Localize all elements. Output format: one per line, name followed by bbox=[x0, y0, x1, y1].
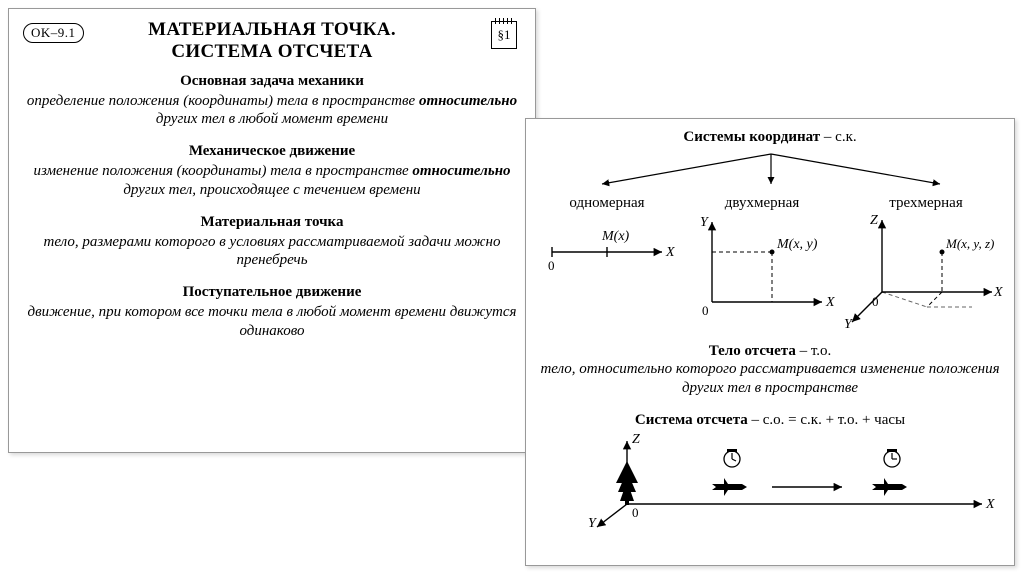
b2-heading: Механическое движение bbox=[21, 143, 523, 160]
block-material-point: Материальная точка тело, размерами котор… bbox=[21, 214, 523, 271]
coord-1d-label: одномерная bbox=[532, 195, 682, 212]
b4-heading: Поступательное движение bbox=[21, 284, 523, 301]
tree-icon bbox=[616, 461, 638, 505]
fanout-arrows bbox=[532, 150, 1010, 190]
plane-icon-1 bbox=[712, 478, 747, 496]
right-panel: Системы координат – с.к. одномерная M(x)… bbox=[525, 118, 1015, 566]
y-3d: Y bbox=[844, 317, 854, 332]
section-badge: §1 bbox=[491, 21, 517, 49]
b1-heading: Основная задача механики bbox=[21, 73, 523, 90]
zero-1d: 0 bbox=[548, 258, 555, 273]
ok-badge: OK–9.1 bbox=[23, 23, 84, 43]
x-2d: X bbox=[825, 295, 835, 310]
zero-3d: 0 bbox=[872, 294, 879, 309]
refbody-text: тело, относительно которого рассматривае… bbox=[532, 360, 1008, 398]
block-main-task: Основная задача механики определение пол… bbox=[21, 73, 523, 130]
coord-3d-svg: M(x, y, z) 0 X Z Y bbox=[842, 212, 1010, 332]
m2-label: M(x, y) bbox=[776, 237, 818, 252]
refbody-heading: Тело отсчета – т.о. bbox=[532, 343, 1008, 360]
m3-label: M(x, y, z) bbox=[945, 236, 994, 251]
coord-1d: одномерная M(x) 0 X bbox=[532, 195, 682, 337]
coord-row: одномерная M(x) 0 X двухмерная M(x, y) bbox=[532, 195, 1008, 337]
coords-title: Системы координат – с.к. bbox=[532, 129, 1008, 146]
coord-2d: двухмерная M(x, y) 0 X Y bbox=[682, 195, 842, 337]
left-panel: OK–9.1 §1 МАТЕРИАЛЬНАЯ ТОЧКА. СИСТЕМА ОТ… bbox=[8, 8, 536, 453]
b4-text: движение, при котором все точки тела в л… bbox=[21, 303, 523, 341]
plane-icon-2 bbox=[872, 478, 907, 496]
svg-text:Z: Z bbox=[632, 432, 640, 447]
z-3d: Z bbox=[870, 213, 878, 228]
b2-text: изменение положения (координаты) тела в … bbox=[21, 162, 523, 200]
m1-label: M(x) bbox=[601, 229, 630, 244]
block-mech-motion: Механическое движение изменение положени… bbox=[21, 143, 523, 200]
svg-text:0: 0 bbox=[632, 505, 639, 520]
reference-system-diagram: X Z Y 0 bbox=[532, 429, 1010, 529]
refbody-block: Тело отсчета – т.о. тело, относительно к… bbox=[532, 343, 1008, 398]
zero-2d: 0 bbox=[702, 303, 709, 318]
coord-2d-svg: M(x, y) 0 X Y bbox=[682, 212, 842, 322]
b3-heading: Материальная точка bbox=[21, 214, 523, 231]
title-line2: СИСТЕМА ОТСЧЕТА bbox=[171, 41, 372, 62]
system-heading: Система отсчета – с.о. = с.к. + т.о. + ч… bbox=[532, 412, 1008, 429]
coord-3d-label: трехмерная bbox=[842, 195, 1010, 212]
block-translational: Поступательное движение движение, при ко… bbox=[21, 284, 523, 341]
coord-3d: трехмерная M(x, y, z) 0 X Z Y bbox=[842, 195, 1010, 337]
coord-2d-label: двухмерная bbox=[682, 195, 842, 212]
svg-text:X: X bbox=[985, 497, 995, 512]
x-3d: X bbox=[993, 285, 1003, 300]
clock-icon-2 bbox=[884, 449, 900, 467]
clock-icon-1 bbox=[724, 449, 740, 467]
svg-text:Y: Y bbox=[588, 516, 598, 529]
title-line1: МАТЕРИАЛЬНАЯ ТОЧКА. bbox=[148, 19, 396, 40]
x-1d: X bbox=[665, 245, 675, 260]
y-2d: Y bbox=[700, 215, 710, 230]
b3-text: тело, размерами которого в условиях расс… bbox=[21, 233, 523, 271]
coord-1d-svg: M(x) 0 X bbox=[532, 212, 682, 292]
main-title: МАТЕРИАЛЬНАЯ ТОЧКА. СИСТЕМА ОТСЧЕТА bbox=[21, 19, 523, 63]
b1-text: определение положения (координаты) тела … bbox=[21, 92, 523, 130]
